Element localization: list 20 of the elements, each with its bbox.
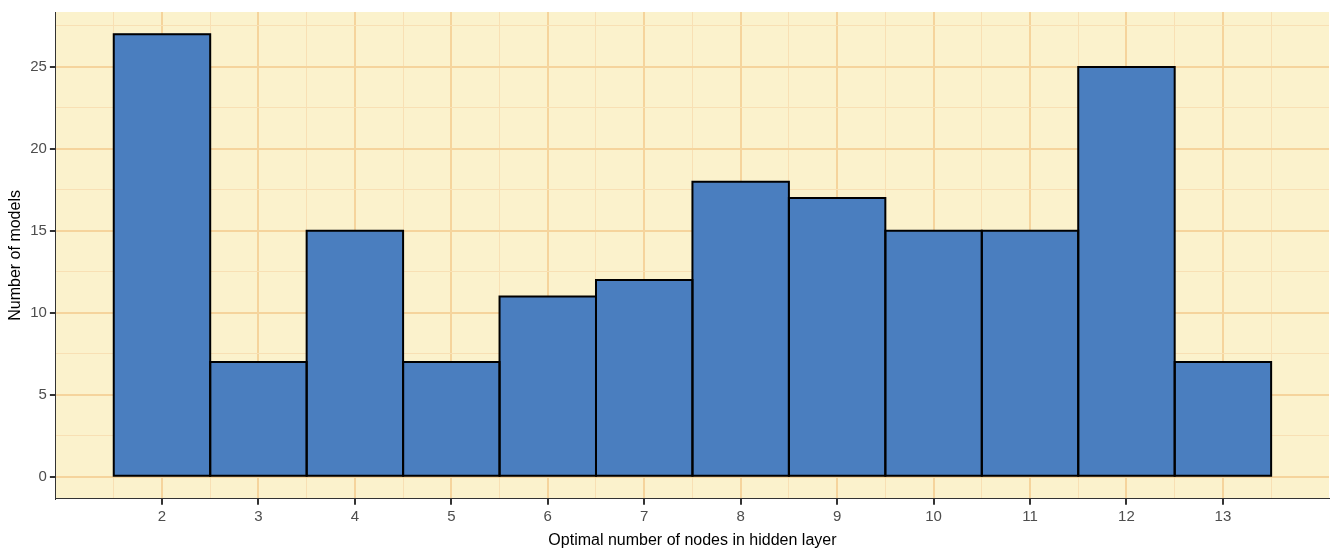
x-tick-label: 7	[640, 506, 649, 524]
y-tick-label: 5	[38, 384, 47, 402]
x-tick-label: 10	[925, 506, 942, 524]
x-tick-label: 2	[157, 506, 167, 524]
x-tick-label: 9	[832, 506, 842, 524]
x-tick-label: 12	[1118, 506, 1135, 524]
y-tick-label: 20	[30, 139, 47, 156]
y-tick-label: 25	[30, 57, 47, 75]
x-tick-label: 6	[543, 506, 552, 524]
x-tick-label: 4	[350, 506, 360, 524]
x-tick-label: 11	[1022, 506, 1038, 524]
y-tick-label: 10	[30, 302, 47, 320]
x-tick-label: 8	[736, 506, 745, 524]
x-tick-label: 13	[1214, 506, 1232, 524]
x-tick-label: 5	[447, 506, 456, 524]
x-tick-label: 3	[254, 506, 263, 524]
x-axis-title: Optimal number of nodes in hidden layer	[548, 530, 838, 548]
y-tick-label: 15	[30, 220, 47, 238]
y-axis-title: Number of models	[6, 190, 24, 321]
y-tick-label: 0	[38, 466, 47, 484]
